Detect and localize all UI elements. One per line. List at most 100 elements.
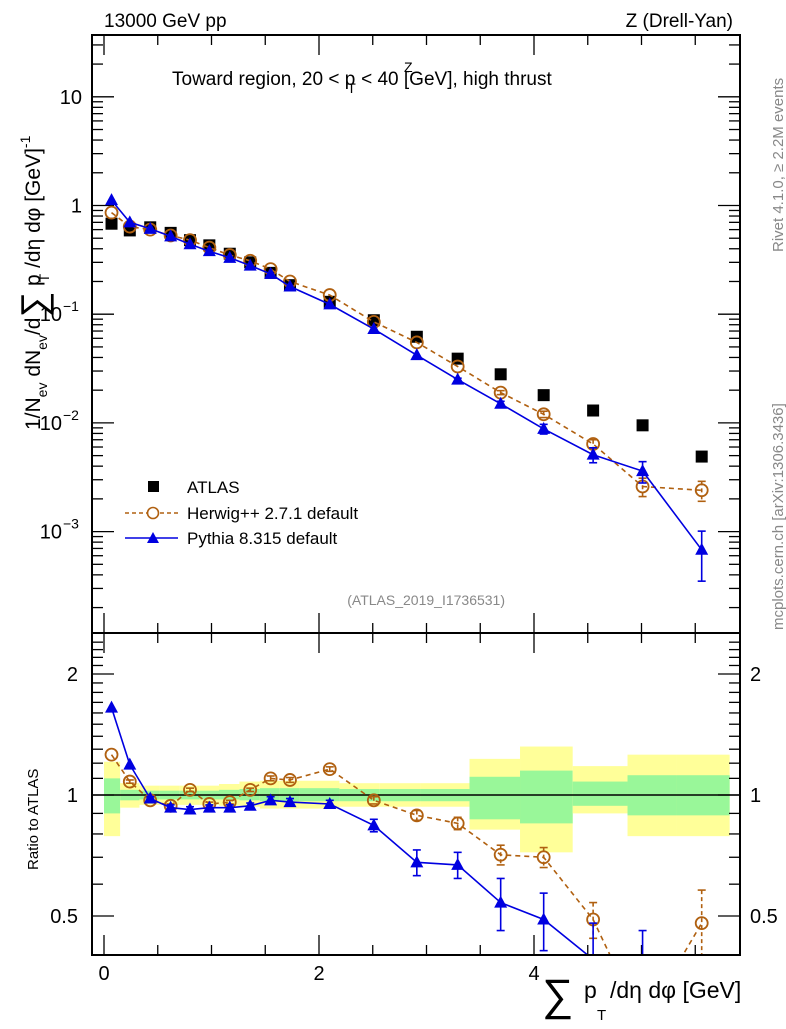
legend-marker-herwig bbox=[146, 506, 160, 520]
y-tick-exponent: −2 bbox=[63, 407, 79, 423]
ratio-ylabel: Ratio to ATLAS bbox=[25, 769, 42, 870]
up-point bbox=[104, 205, 119, 220]
up-point bbox=[223, 250, 237, 263]
legend-label-pythia: Pythia 8.315 default bbox=[187, 529, 338, 548]
up-point bbox=[183, 237, 197, 250]
process-label: Z (Drell-Yan) bbox=[626, 11, 733, 32]
lo-point bbox=[367, 818, 381, 831]
y-tick-label: 1 bbox=[71, 196, 82, 218]
up-point bbox=[367, 322, 381, 335]
lo-point bbox=[202, 800, 216, 813]
ylabel-part-e: /dη dφ [GeV] bbox=[22, 148, 45, 274]
up-point bbox=[636, 419, 649, 432]
up-point bbox=[451, 372, 465, 385]
lo-point bbox=[104, 747, 119, 762]
up-point bbox=[695, 542, 709, 555]
up-point bbox=[410, 348, 424, 361]
main-panel-data bbox=[104, 193, 709, 582]
up-point bbox=[494, 396, 508, 409]
xlabel-rest: /dη dφ [GeV] bbox=[610, 977, 741, 1003]
analysis-tag: (ATLAS_2019_I1736531) bbox=[347, 592, 505, 608]
up-point bbox=[494, 368, 507, 381]
legend-marker-atlas bbox=[148, 481, 159, 492]
rivet-label: Rivet 4.1.0, ≥ 2.2M events bbox=[770, 78, 786, 252]
lo-point bbox=[105, 700, 119, 713]
lo-point bbox=[264, 793, 278, 806]
y-tick-label: 10 bbox=[40, 304, 62, 326]
lo-point bbox=[536, 850, 551, 865]
lo-point bbox=[183, 782, 197, 797]
ylabel-part-ev1: ev bbox=[34, 383, 50, 398]
plot-title-pre: Toward region, 20 < p bbox=[172, 69, 355, 90]
plot-title-sub: T bbox=[347, 80, 356, 96]
lo-point bbox=[122, 774, 137, 789]
ratio-y-tick-label-right: 1 bbox=[750, 785, 761, 807]
y-tick-label: 10 bbox=[60, 87, 82, 109]
lo-point bbox=[183, 802, 197, 815]
x-tick-label: 0 bbox=[98, 963, 109, 985]
ylabel-part-sup: -1 bbox=[17, 135, 33, 148]
uncertainty-band-inner bbox=[104, 778, 121, 814]
up-line-herwig bbox=[111, 211, 702, 492]
lo-point bbox=[493, 847, 508, 862]
lo-point bbox=[366, 793, 381, 808]
up-point bbox=[164, 229, 178, 242]
up-point bbox=[537, 421, 551, 434]
ylabel-part-t: T bbox=[36, 273, 52, 282]
legend: ATLAS Herwig++ 2.7.1 default Pythia 8.31… bbox=[125, 478, 358, 548]
lo-point bbox=[243, 782, 258, 797]
ratio-y-tick-label-right: 2 bbox=[750, 664, 761, 686]
up-point bbox=[283, 279, 297, 292]
up-point bbox=[536, 407, 551, 422]
lo-point bbox=[537, 912, 551, 925]
uncertainty-band-inner bbox=[469, 776, 521, 820]
up-point bbox=[202, 244, 216, 257]
lo-point bbox=[409, 808, 424, 823]
lo-point bbox=[223, 800, 237, 813]
xlabel-p: p bbox=[584, 977, 597, 1003]
up-point bbox=[105, 217, 118, 230]
up-point bbox=[695, 450, 708, 463]
xlabel-sum: ∑ bbox=[542, 971, 573, 1020]
lo-point bbox=[243, 798, 257, 811]
lo-point bbox=[494, 895, 508, 908]
x-axis-label: ∑ p T /dη dφ [GeV] bbox=[542, 971, 741, 1024]
legend-label-herwig: Herwig++ 2.7.1 default bbox=[187, 504, 358, 523]
y-tick-exponent: −3 bbox=[63, 516, 79, 532]
lo-point bbox=[322, 762, 337, 776]
up-point bbox=[587, 404, 600, 417]
legend-marker-pythia bbox=[147, 532, 159, 543]
ylabel-part-sum: ∑ bbox=[13, 292, 54, 318]
energy-label: 13000 GeV pp bbox=[104, 11, 227, 32]
up-point bbox=[143, 221, 157, 234]
ylabel-part-d: p bbox=[22, 274, 45, 292]
up-point bbox=[450, 359, 465, 374]
ylabel-part-a: 1/N bbox=[22, 397, 45, 430]
lo-point bbox=[263, 771, 278, 786]
main-ylabel: 1/Nev dNev/d∑ pT /dη dφ [GeV]-1 bbox=[13, 135, 54, 430]
ylabel-part-b: dN bbox=[22, 350, 45, 383]
ylabel-part-ev2: ev bbox=[34, 335, 50, 350]
lo-point bbox=[283, 773, 297, 787]
plot-title-post: < 40 [GeV], high thrust bbox=[356, 69, 553, 90]
plot-title-sup: Z bbox=[404, 59, 413, 75]
lo-point bbox=[410, 855, 424, 868]
ratio-panel-ticks: 2 2 1 1 0.5 0.5 0 2 4 bbox=[50, 633, 778, 985]
up-point bbox=[123, 215, 137, 228]
lo-point bbox=[451, 857, 465, 870]
up-point bbox=[105, 193, 119, 206]
y-tick-label: 10 bbox=[40, 413, 62, 435]
up-point bbox=[636, 464, 650, 477]
lo-point bbox=[143, 791, 157, 804]
lo-point bbox=[450, 816, 465, 831]
ylabel-part-c: /d bbox=[22, 318, 45, 336]
up-point bbox=[586, 447, 600, 460]
ratio-panel: 2 2 1 1 0.5 0.5 0 2 4 Ratio to ATLAS ∑ p T /dη d… bbox=[25, 632, 778, 1024]
ratio-y-tick-label-left: 2 bbox=[67, 664, 78, 686]
xlabel-t: T bbox=[597, 1007, 606, 1024]
ratio-panel-frame bbox=[91, 632, 741, 956]
x-tick-label: 4 bbox=[528, 963, 539, 985]
ratio-y-tick-label-left: 1 bbox=[67, 785, 78, 807]
